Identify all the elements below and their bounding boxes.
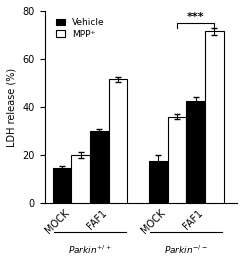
Bar bbox=[109, 80, 127, 203]
Bar bbox=[71, 155, 90, 203]
Bar bbox=[205, 31, 224, 203]
Y-axis label: LDH release (%): LDH release (%) bbox=[7, 68, 17, 147]
Bar bbox=[168, 117, 186, 203]
Bar bbox=[90, 131, 109, 203]
Text: ***: *** bbox=[187, 12, 204, 22]
Text: $\it{Parkin}^{-/-}$: $\it{Parkin}^{-/-}$ bbox=[164, 244, 208, 256]
Bar bbox=[149, 161, 168, 203]
Text: $\it{Parkin}^{+/+}$: $\it{Parkin}^{+/+}$ bbox=[68, 244, 112, 256]
Legend: Vehicle, MPP⁺: Vehicle, MPP⁺ bbox=[53, 15, 107, 41]
Bar bbox=[186, 101, 205, 203]
Bar bbox=[53, 168, 71, 203]
